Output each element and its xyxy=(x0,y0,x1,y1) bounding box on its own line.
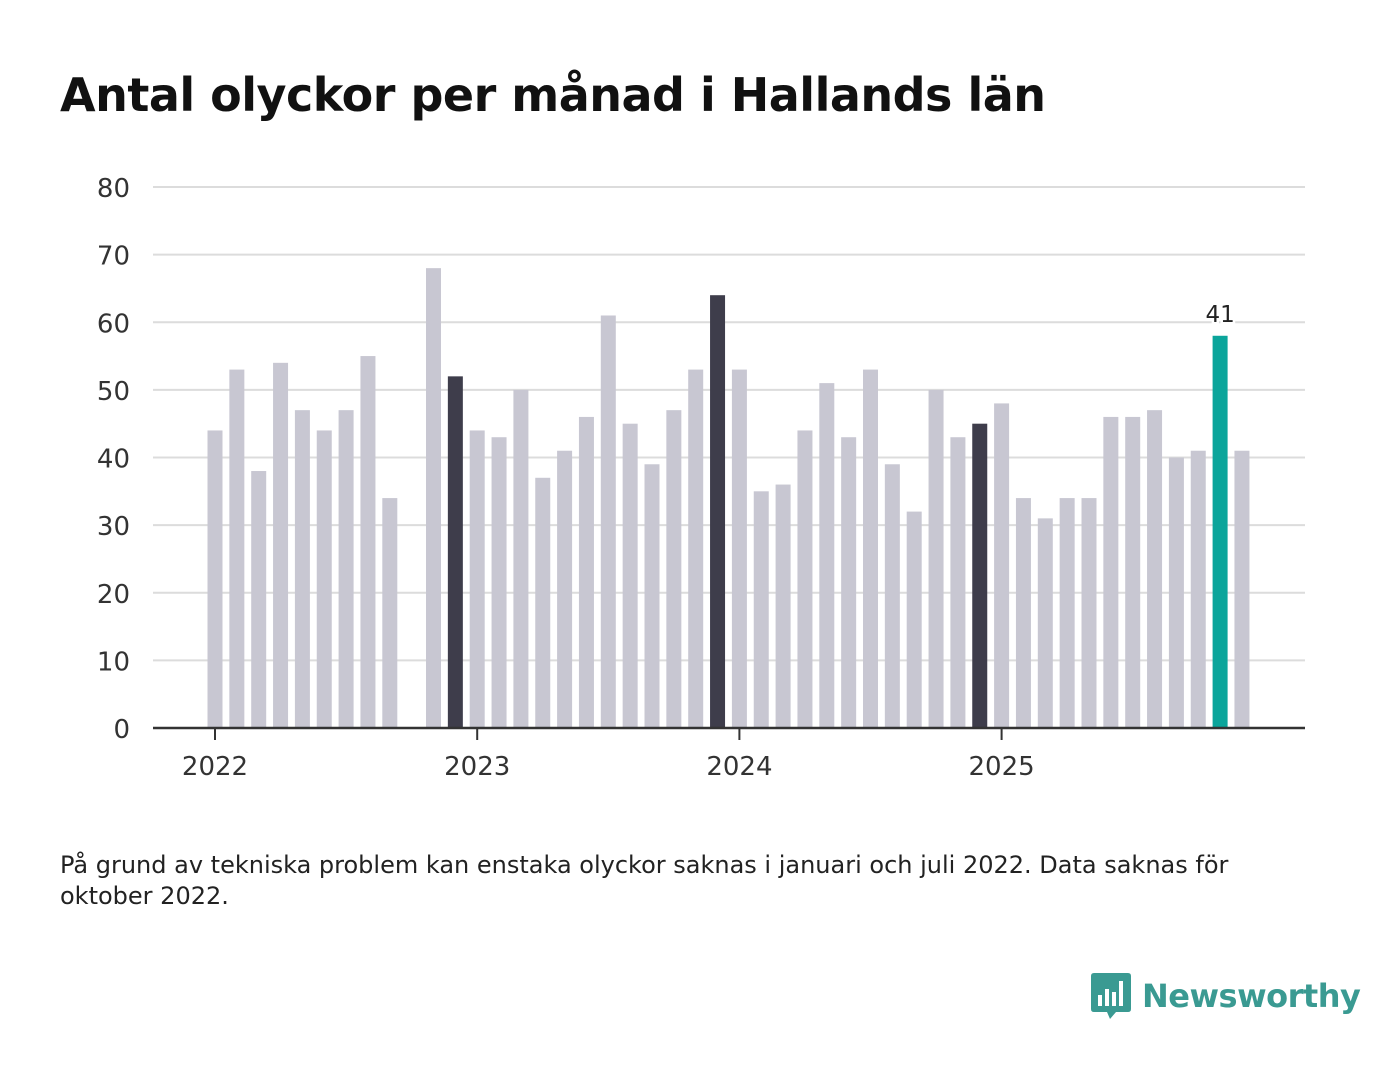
bar-2024-04[interactable] xyxy=(797,430,813,728)
bar-2025-07[interactable] xyxy=(1125,416,1141,728)
x-tick-label: 2023 xyxy=(444,752,510,782)
bar-2023-08[interactable] xyxy=(622,423,638,728)
bar-2025-04[interactable] xyxy=(1059,498,1075,728)
y-tick-label: 30 xyxy=(97,512,130,542)
bar-2022-04[interactable] xyxy=(273,362,289,728)
bar-chart: 0 10 20 30 40 50 60 70 80 2022 2023 2024 2025 41 xyxy=(97,174,1305,782)
y-tick-label: 10 xyxy=(97,647,130,677)
bar-2022-07[interactable] xyxy=(338,410,354,728)
bar-2024-10[interactable] xyxy=(928,389,944,728)
y-tick-label: 0 xyxy=(113,715,130,745)
bar-2022-03[interactable] xyxy=(251,471,267,728)
bar-2025-08[interactable] xyxy=(1147,410,1163,728)
y-tick-label: 50 xyxy=(97,377,130,407)
x-axis-ticks: 2022 2023 2024 2025 xyxy=(182,728,1035,782)
y-tick-label: 70 xyxy=(97,242,130,272)
bar-2022-05[interactable] xyxy=(294,410,310,728)
bar-2025-05[interactable] xyxy=(1081,498,1097,728)
y-tick-label: 40 xyxy=(97,445,130,475)
y-tick-label: 80 xyxy=(97,174,130,204)
bar-2023-10[interactable] xyxy=(666,410,682,728)
y-tick-label: 60 xyxy=(97,309,130,339)
bar-2024-09[interactable] xyxy=(906,511,922,728)
bar-2022-11[interactable] xyxy=(426,268,441,728)
bar-2023-03[interactable] xyxy=(513,389,529,728)
bar-2024-05[interactable] xyxy=(819,383,835,728)
bar-2025-06[interactable] xyxy=(1103,416,1119,728)
bar-2023-11[interactable] xyxy=(688,369,704,728)
bar-2024-07[interactable] xyxy=(863,369,878,728)
chart-title: Antal olyckor per månad i Hallands län xyxy=(60,68,1046,122)
bar-2025-02[interactable] xyxy=(1015,498,1031,728)
bar-2025-11[interactable] xyxy=(1212,335,1228,728)
bar-2024-11[interactable] xyxy=(950,437,966,728)
bar-2022-09[interactable] xyxy=(382,498,398,728)
bar-2022-06[interactable] xyxy=(316,430,332,728)
brand-name: Newsworthy xyxy=(1142,977,1361,1015)
bar-2023-02[interactable] xyxy=(491,437,507,728)
bar-2023-07[interactable] xyxy=(600,315,616,728)
bar-2022-02[interactable] xyxy=(229,369,245,728)
y-axis-ticks: 0 10 20 30 40 50 60 70 80 xyxy=(97,174,130,745)
bar-2023-05[interactable] xyxy=(557,450,573,728)
bar-undefined[interactable] xyxy=(1234,450,1250,728)
footnote: På grund av tekniska problem kan enstaka… xyxy=(60,851,1229,910)
bar-2024-08[interactable] xyxy=(884,464,900,728)
bar-2024-06[interactable] xyxy=(841,437,857,728)
bar-2024-12[interactable] xyxy=(972,423,988,728)
bar-2023-01[interactable] xyxy=(469,430,485,728)
bar-2024-03[interactable] xyxy=(775,484,791,728)
data-labels: 41 xyxy=(1203,299,1237,330)
bar-2023-06[interactable] xyxy=(578,416,594,728)
bar-2023-12[interactable] xyxy=(710,295,726,728)
bar-2022-08[interactable] xyxy=(360,356,376,728)
bar-2025-01[interactable] xyxy=(994,403,1010,728)
y-tick-label: 20 xyxy=(97,580,130,610)
bar-2023-04[interactable] xyxy=(535,477,551,728)
bar-2023-09[interactable] xyxy=(644,464,660,728)
latest-value-label: 41 xyxy=(1205,302,1234,328)
bar-2022-12[interactable] xyxy=(447,376,463,728)
bar-2025-10[interactable] xyxy=(1190,450,1206,728)
bar-2022-01[interactable] xyxy=(207,430,223,728)
bars xyxy=(207,268,1250,729)
x-tick-label: 2024 xyxy=(706,752,772,782)
bar-2025-03[interactable] xyxy=(1037,518,1053,728)
bar-2025-09[interactable] xyxy=(1168,457,1184,729)
newsworthy-logo[interactable]: Newsworthy xyxy=(1090,970,1361,1022)
bar-2024-02[interactable] xyxy=(753,491,769,728)
newsworthy-logo-icon xyxy=(1091,973,1131,1019)
bar-2024-01[interactable] xyxy=(731,369,747,728)
x-tick-label: 2025 xyxy=(969,752,1035,782)
x-tick-label: 2022 xyxy=(182,752,248,782)
